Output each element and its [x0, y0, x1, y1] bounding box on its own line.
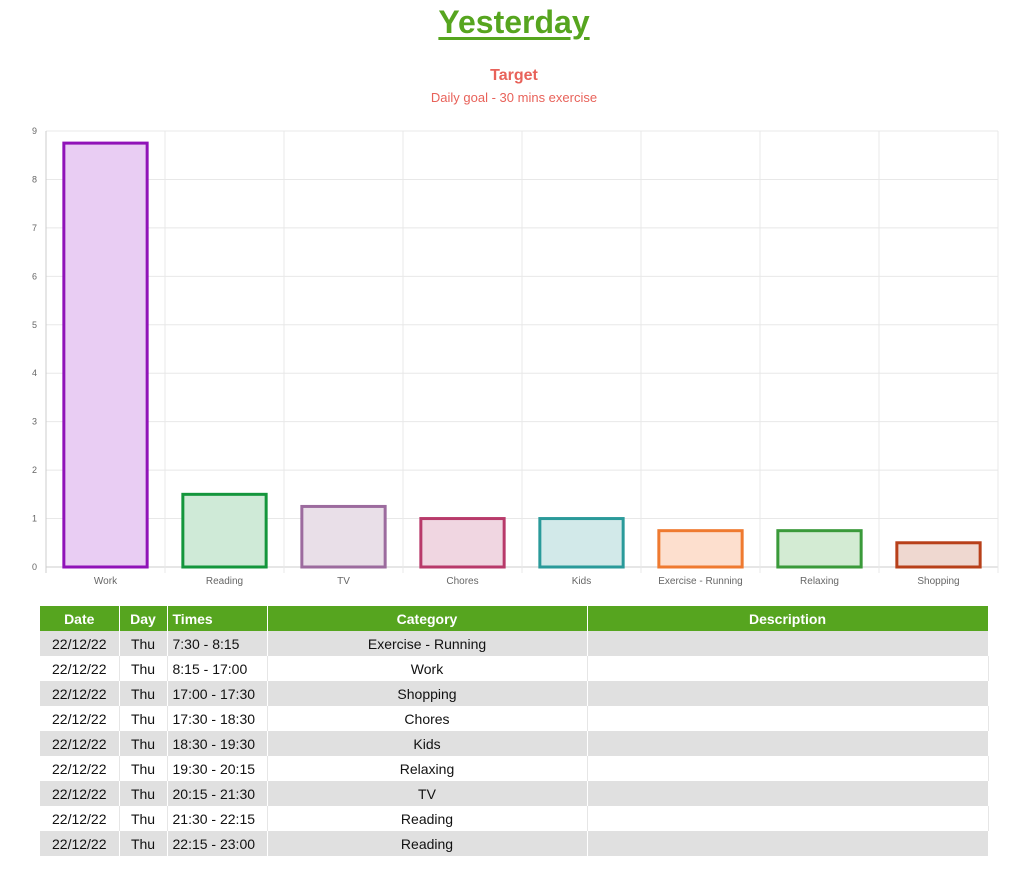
times-cell: 21:30 - 22:15: [167, 806, 268, 831]
date-cell: 22/12/22: [40, 731, 120, 756]
day-cell: Thu: [119, 781, 168, 806]
category-cell: Work: [267, 656, 588, 681]
date-cell: 22/12/22: [40, 781, 120, 806]
description-cell: [587, 681, 989, 706]
chart-title: Target: [490, 67, 538, 84]
y-tick-label: 0: [32, 562, 37, 572]
x-tick-label: Exercise - Running: [658, 576, 742, 587]
times-cell: 22:15 - 23:00: [167, 831, 268, 856]
day-cell: Thu: [119, 681, 168, 706]
date-cell: 22/12/22: [40, 706, 120, 731]
y-tick-label: 3: [32, 417, 37, 427]
chart-subtitle: Daily goal - 30 mins exercise: [430, 90, 598, 105]
table-body: 22/12/22 Thu 7:30 - 8:15 Exercise - Running…: [40, 631, 989, 856]
header-day: Day: [119, 606, 168, 631]
x-tick-label: Kids: [572, 576, 591, 587]
date-cell: 22/12/22: [40, 631, 120, 656]
category-cell: Chores: [267, 706, 588, 731]
bar-chart: 0 1 2 3 4 5 6 7 8 9 Work Reading TV Chores Kids Exercis…: [32, 126, 999, 587]
date-cell: 22/12/22: [40, 806, 120, 831]
day-cell: Thu: [119, 831, 168, 856]
times-cell: 18:30 - 19:30: [167, 731, 268, 756]
description-cell: [587, 781, 989, 806]
bar-shopping: [895, 541, 982, 569]
table-row: 22/12/22 Thu 19:30 - 20:15 Relaxing: [40, 756, 989, 781]
date-cell: 22/12/22: [40, 681, 120, 706]
page-title: Yesterday: [438, 4, 590, 40]
category-cell: Relaxing: [267, 756, 588, 781]
description-cell: [587, 831, 989, 856]
x-tick-label: Reading: [206, 576, 243, 587]
date-cell: 22/12/22: [40, 656, 120, 681]
table-row: 22/12/22 Thu 17:30 - 18:30 Chores: [40, 706, 989, 731]
table-row: 22/12/22 Thu 21:30 - 22:15 Reading: [40, 806, 989, 831]
description-cell: [587, 756, 989, 781]
bar-reading: [181, 492, 268, 569]
header-times: Times: [167, 606, 268, 631]
table-row: 22/12/22 Thu 20:15 - 21:30 TV: [40, 781, 989, 806]
date-cell: 22/12/22: [40, 831, 120, 856]
day-cell: Thu: [119, 656, 168, 681]
x-tick-label: Shopping: [917, 576, 959, 587]
table-header-row: Date Day Times Category Description: [40, 606, 989, 631]
y-tick-label: 5: [32, 320, 37, 330]
bar-kids: [538, 517, 625, 569]
y-tick-label: 7: [32, 223, 37, 233]
date-cell: 22/12/22: [40, 756, 120, 781]
times-cell: 19:30 - 20:15: [167, 756, 268, 781]
day-cell: Thu: [119, 706, 168, 731]
category-cell: Exercise - Running: [267, 631, 588, 656]
description-cell: [587, 631, 989, 656]
x-tick-label: Work: [94, 576, 118, 587]
bar-chores: [419, 517, 506, 569]
day-cell: Thu: [119, 756, 168, 781]
category-cell: Kids: [267, 731, 588, 756]
times-cell: 8:15 - 17:00: [167, 656, 268, 681]
header-category: Category: [267, 606, 588, 631]
description-cell: [587, 706, 989, 731]
times-cell: 17:00 - 17:30: [167, 681, 268, 706]
category-cell: TV: [267, 781, 588, 806]
day-cell: Thu: [119, 806, 168, 831]
times-cell: 17:30 - 18:30: [167, 706, 268, 731]
bar-work: [62, 141, 149, 569]
y-tick-label: 9: [32, 126, 37, 136]
description-cell: [587, 656, 989, 681]
bar-tv: [300, 504, 387, 569]
activity-table-container: Date Day Times Category Description 22/1…: [40, 606, 989, 856]
x-tick-label: Relaxing: [800, 576, 839, 587]
bar-relaxing: [776, 529, 863, 569]
y-tick-label: 4: [32, 368, 37, 378]
table-row: 22/12/22 Thu 22:15 - 23:00 Reading: [40, 831, 989, 856]
description-cell: [587, 806, 989, 831]
category-cell: Reading: [267, 831, 588, 856]
table-row: 22/12/22 Thu 17:00 - 17:30 Shopping: [40, 681, 989, 706]
table-row: 22/12/22 Thu 7:30 - 8:15 Exercise - Running: [40, 631, 989, 656]
bar-exercise-running: [657, 529, 744, 569]
description-cell: [587, 731, 989, 756]
header-description: Description: [587, 606, 989, 631]
x-tick-label: TV: [337, 576, 350, 587]
y-tick-label: 2: [32, 465, 37, 475]
y-tick-label: 1: [32, 514, 37, 524]
header-date: Date: [40, 606, 120, 631]
times-cell: 7:30 - 8:15: [167, 631, 268, 656]
day-cell: Thu: [119, 631, 168, 656]
table-row: 22/12/22 Thu 8:15 - 17:00 Work: [40, 656, 989, 681]
category-cell: Shopping: [267, 681, 588, 706]
x-tick-label: Chores: [446, 576, 478, 587]
y-tick-label: 8: [32, 174, 37, 184]
activity-table: Date Day Times Category Description 22/1…: [40, 606, 989, 856]
day-cell: Thu: [119, 731, 168, 756]
times-cell: 20:15 - 21:30: [167, 781, 268, 806]
table-row: 22/12/22 Thu 18:30 - 19:30 Kids: [40, 731, 989, 756]
y-tick-label: 6: [32, 271, 37, 281]
category-cell: Reading: [267, 806, 588, 831]
